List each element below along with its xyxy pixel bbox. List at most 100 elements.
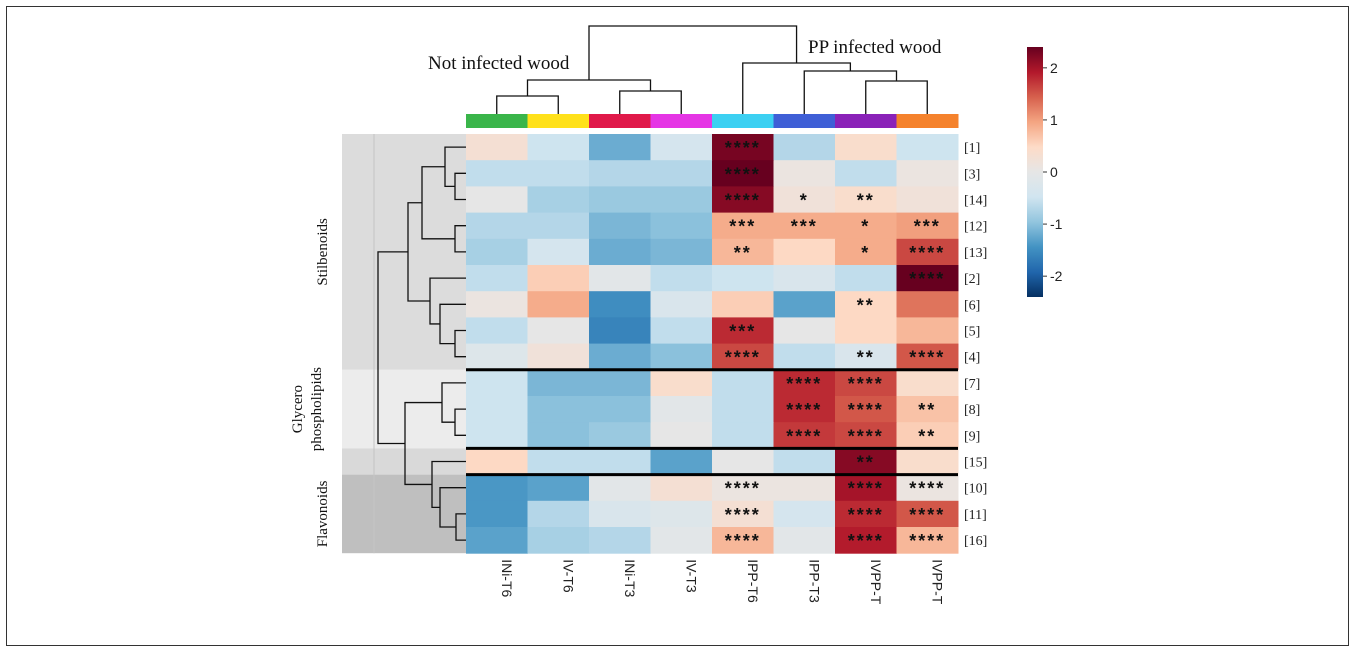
heatmap-cell (712, 212, 774, 240)
heatmap-cell (466, 186, 528, 214)
row-group-label: Glycero (290, 385, 306, 433)
heatmap-cell (712, 396, 774, 423)
column-color-swatch (650, 114, 713, 128)
heatmap-cell (466, 422, 528, 449)
heatmap-cell (712, 422, 774, 449)
heatmap-cell (896, 291, 959, 318)
heatmap-cell (589, 186, 651, 214)
heatmap-cell (466, 291, 528, 318)
heatmap-cell (896, 474, 959, 502)
significance-mark: *** (729, 217, 756, 237)
significance-mark: *** (914, 217, 941, 237)
heatmap-cell (773, 500, 836, 528)
row-label: [10] (964, 482, 987, 497)
heatmap-cell (896, 369, 959, 397)
heatmap-cell (896, 265, 959, 292)
row-dendrogram (377, 146, 466, 541)
heatmap-cell (527, 134, 590, 161)
heatmap-cell (466, 317, 528, 345)
column-label: INi-T3 (622, 559, 638, 597)
row-label: [16] (964, 534, 987, 549)
significance-mark: **** (909, 243, 945, 263)
heatmap-cell (712, 343, 774, 371)
heatmap-cells (466, 134, 959, 554)
significance-mark: * (800, 191, 809, 211)
heatmap-cell (835, 422, 897, 449)
heatmap-cell (527, 265, 590, 292)
colorbar-tick-label: -2 (1050, 268, 1063, 284)
row-label: [3] (964, 167, 980, 182)
heatmap-cell (527, 448, 590, 476)
heatmap-cell (466, 343, 528, 371)
row-group-label: phospholipids (309, 367, 325, 451)
heatmap-cell (466, 265, 528, 292)
heatmap-cell (712, 291, 774, 318)
heatmap-cell (589, 448, 651, 476)
heatmap-cell (835, 265, 897, 292)
significance-mark: *** (791, 217, 818, 237)
significance-mark: **** (848, 505, 884, 525)
heatmap-cell (466, 212, 528, 240)
row-label: [14] (964, 194, 987, 209)
heatmap-cell (773, 160, 836, 187)
heatmap-cell (712, 265, 774, 292)
heatmap-cell (712, 160, 774, 187)
significance-mark: **** (909, 348, 945, 368)
dendrogram-branch (496, 95, 559, 114)
significance-mark: ** (734, 243, 752, 263)
heatmap-cell (650, 422, 713, 449)
row-label: [9] (964, 429, 980, 444)
column-color-strip (466, 114, 959, 128)
row-group-label: Stilbenoids (315, 218, 331, 286)
heatmap-cell (527, 422, 590, 449)
heatmap-cell (712, 448, 774, 476)
heatmap-cell (712, 369, 774, 397)
heatmap-cell (773, 422, 836, 449)
heatmap-cell (712, 134, 774, 161)
heatmap-cell (835, 238, 897, 266)
group-separators (466, 368, 958, 477)
row-group-labels: Stilbenoids Glycero phospholipids Flavonoid… (290, 218, 331, 547)
heatmap-cell (527, 369, 590, 397)
significance-mark: **** (786, 374, 822, 394)
significance-mark: * (861, 217, 870, 237)
significance-mark: **** (725, 164, 761, 184)
left-cluster-label: Not infected wood (428, 53, 570, 74)
heatmap-cell (650, 317, 713, 345)
heatmap-cell (650, 212, 713, 240)
heatmap-cell (835, 291, 897, 318)
heatmap-cell (896, 186, 959, 214)
column-dendrogram (496, 25, 928, 114)
heatmap-cell (650, 134, 713, 161)
heatmap-cell (650, 527, 713, 554)
heatmap-cell (835, 396, 897, 423)
heatmap-cell (896, 317, 959, 345)
row-label: [7] (964, 377, 980, 392)
row-label: [8] (964, 403, 980, 418)
heatmap-cell (466, 238, 528, 266)
column-labels: INi-T6 IV-T6 INi-T3 IV-T3 IPP-T6 IPP-T3 IVPP-T… (499, 559, 946, 604)
significance-mark: **** (909, 269, 945, 289)
heatmap-cell (466, 474, 528, 502)
heatmap-cell (773, 396, 836, 423)
column-label: IV-T3 (683, 559, 699, 593)
row-group-band (342, 474, 466, 554)
heatmap-cell (589, 474, 651, 502)
heatmap-cell (527, 186, 590, 214)
heatmap-cell (527, 238, 590, 266)
heatmap-cell (835, 500, 897, 528)
heatmap-cell (712, 500, 774, 528)
heatmap-cell (589, 500, 651, 528)
significance-mark: **** (786, 426, 822, 446)
significance-mark: **** (848, 400, 884, 420)
column-label: IVPP-T3 (868, 559, 884, 604)
significance-mark: ** (857, 295, 875, 315)
heatmap-cell (835, 134, 897, 161)
heatmap-cell (589, 212, 651, 240)
heatmap-cell (527, 500, 590, 528)
heatmap-cell (773, 317, 836, 345)
heatmap-cell (773, 369, 836, 397)
colorbar: 2 1 0 -1 -2 (1027, 47, 1063, 297)
heatmap-cell (466, 369, 528, 397)
heatmap-cell (712, 238, 774, 266)
